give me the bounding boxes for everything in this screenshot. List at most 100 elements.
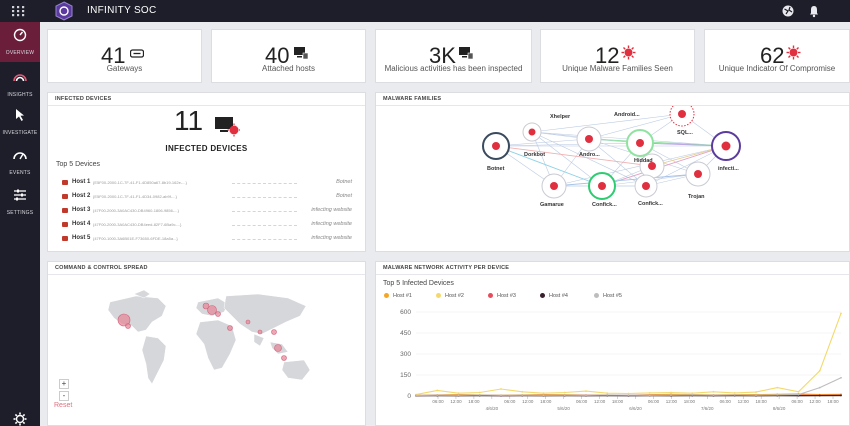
host-icon: [62, 194, 68, 199]
gear-icon[interactable]: [13, 412, 27, 426]
stat-card-gateways[interactable]: 41 Gateways: [47, 29, 202, 83]
world-map[interactable]: [88, 288, 338, 403]
cc-marker[interactable]: [257, 329, 263, 335]
stat-card-malware-families[interactable]: 12 Unique Malware Families Seen: [540, 29, 695, 83]
x-tick-label: 12:00: [594, 399, 606, 404]
sidebar-item-overview[interactable]: OVERVIEW: [0, 22, 40, 62]
x-tick-label: 8/6/20: [773, 406, 786, 411]
data-point: [670, 394, 672, 397]
data-point: [415, 394, 417, 397]
host-type: Botnet: [336, 179, 352, 185]
data-point: [776, 386, 779, 389]
cc-marker[interactable]: [125, 323, 131, 329]
malware-node[interactable]: [669, 106, 695, 127]
stat-value: 62: [760, 43, 785, 68]
data-point: [733, 392, 736, 394]
malware-node[interactable]: [634, 174, 658, 198]
south-america: [141, 335, 167, 385]
reset-button[interactable]: Reset: [54, 402, 73, 409]
logo-icon: [55, 1, 73, 21]
cc-marker[interactable]: [215, 311, 221, 317]
sidebar-item-label: INSIGHTS: [7, 92, 33, 98]
y-tick-label: 150: [400, 372, 411, 379]
cc-marker[interactable]: [207, 305, 217, 315]
zoom-in-button[interactable]: +: [59, 379, 69, 389]
host-id: {47F00-1000-3A6B01E-F73650-6FDE-18a5a...…: [93, 236, 178, 241]
cc-marker[interactable]: [274, 344, 282, 352]
data-point: [648, 392, 651, 394]
legend-item[interactable]: Host #1: [384, 293, 412, 299]
stat-card-attached-hosts[interactable]: 40 Attached hosts: [211, 29, 366, 83]
y-tick-label: 0: [407, 393, 411, 400]
cc-marker[interactable]: [271, 329, 277, 335]
list-item[interactable]: Host 3 {47F00-2000-3A0AC430-DB4960-1806-…: [62, 206, 352, 216]
legend-item[interactable]: Host #3: [488, 293, 516, 299]
x-tick-label: 12:00: [450, 399, 462, 404]
y-tick-label: 450: [400, 330, 411, 337]
malware-node[interactable]: [482, 132, 510, 160]
cc-marker[interactable]: [117, 313, 131, 327]
malware-node[interactable]: [522, 122, 542, 142]
x-tick-label: 06:00: [432, 399, 444, 404]
stat-card-malicious-activities[interactable]: 3K Malicious activities has been inspect…: [375, 29, 532, 83]
data-point: [542, 392, 545, 395]
legend-label: Host #5: [603, 293, 622, 299]
globe-icon[interactable]: [780, 3, 796, 19]
data-point: [436, 389, 439, 392]
cc-marker[interactable]: [227, 325, 233, 331]
cc-marker[interactable]: [281, 355, 287, 361]
legend-item[interactable]: Host #4: [540, 293, 568, 299]
cc-marker[interactable]: [245, 319, 251, 325]
malware-node[interactable]: [685, 161, 711, 187]
activity-line-chart[interactable]: 600 450 300 150 0 06:00 12:00 18:00 4/6/20 06:00 1…: [376, 306, 849, 421]
data-point: [500, 388, 502, 390]
data-point: [563, 391, 566, 394]
stat-value: 41: [101, 43, 126, 68]
zoom-out-button[interactable]: -: [59, 391, 69, 401]
node-label: Confick...: [638, 201, 663, 207]
list-item[interactable]: Host 5 {47F00-1000-3A6B01E-F73650-6FDE-1…: [62, 234, 352, 244]
list-item[interactable]: Host 4 {47F00-2000-3A0AC430-DB4eed-82F7-…: [62, 220, 352, 230]
host-id: {47F00-2000-3A0AC430-DB4eed-82F7-6Ba9c-.…: [93, 222, 182, 227]
stat-label: Unique Malware Families Seen: [562, 64, 673, 73]
cursor-icon: [16, 109, 24, 121]
sidebar-item-insights[interactable]: INSIGHTS: [0, 64, 40, 104]
x-tick-label: 18:00: [540, 399, 552, 404]
legend-item[interactable]: Host #2: [436, 293, 464, 299]
malware-node[interactable]: [576, 126, 602, 152]
x-tick-label: 12:00: [522, 399, 534, 404]
node-label: Gamarue: [540, 202, 564, 208]
stat-card-indicators[interactable]: 62 Unique Indicator Of Compromise: [704, 29, 850, 83]
malware-node[interactable]: [541, 173, 567, 199]
gateway-icon: [130, 49, 144, 58]
malware-graph[interactable]: Xhelper Android... SQL... Dorkbot Andro.…: [376, 106, 849, 251]
legend-item[interactable]: Host #5: [594, 293, 622, 299]
sidebar-item-events[interactable]: EVENTS: [0, 142, 40, 182]
events-icon: [13, 152, 27, 160]
cc-marker[interactable]: [202, 302, 210, 310]
sidebar: OVERVIEW INSIGHTS INVESTIGATE EVENTS SET…: [0, 22, 40, 426]
sidebar-item-investigate[interactable]: INVESTIGATE: [0, 102, 40, 142]
node-label: Hiddad: [634, 158, 653, 164]
apps-grid-icon[interactable]: [11, 4, 25, 18]
sidebar-item-settings[interactable]: SETTINGS: [0, 182, 40, 222]
infected-label: INFECTED DEVICES: [165, 144, 248, 153]
host-name: Host 2: [72, 193, 91, 199]
malware-node[interactable]: [588, 172, 616, 200]
host-name: Host 4: [72, 221, 91, 227]
x-tick-label: 6/6/20: [629, 406, 642, 411]
data-point: [457, 392, 460, 395]
divider: [376, 105, 849, 106]
bell-icon[interactable]: [806, 3, 822, 19]
list-item[interactable]: Host 1 {E5F00-2000-1C-7F-41-F1-4D850a67-…: [62, 178, 352, 188]
malware-node[interactable]: [626, 129, 654, 157]
malware-node[interactable]: [639, 153, 665, 179]
india-shape: [253, 333, 265, 347]
data-point: [436, 394, 439, 397]
node-label: Android...: [614, 112, 640, 118]
node-label: SQL...: [677, 130, 693, 136]
divider: [48, 105, 365, 106]
malware-node[interactable]: [711, 131, 741, 161]
stat-value: 40: [265, 43, 290, 68]
list-item[interactable]: Host 2 {E5F00-2000-1C-7F-41-F1-4D34-0982…: [62, 192, 352, 202]
